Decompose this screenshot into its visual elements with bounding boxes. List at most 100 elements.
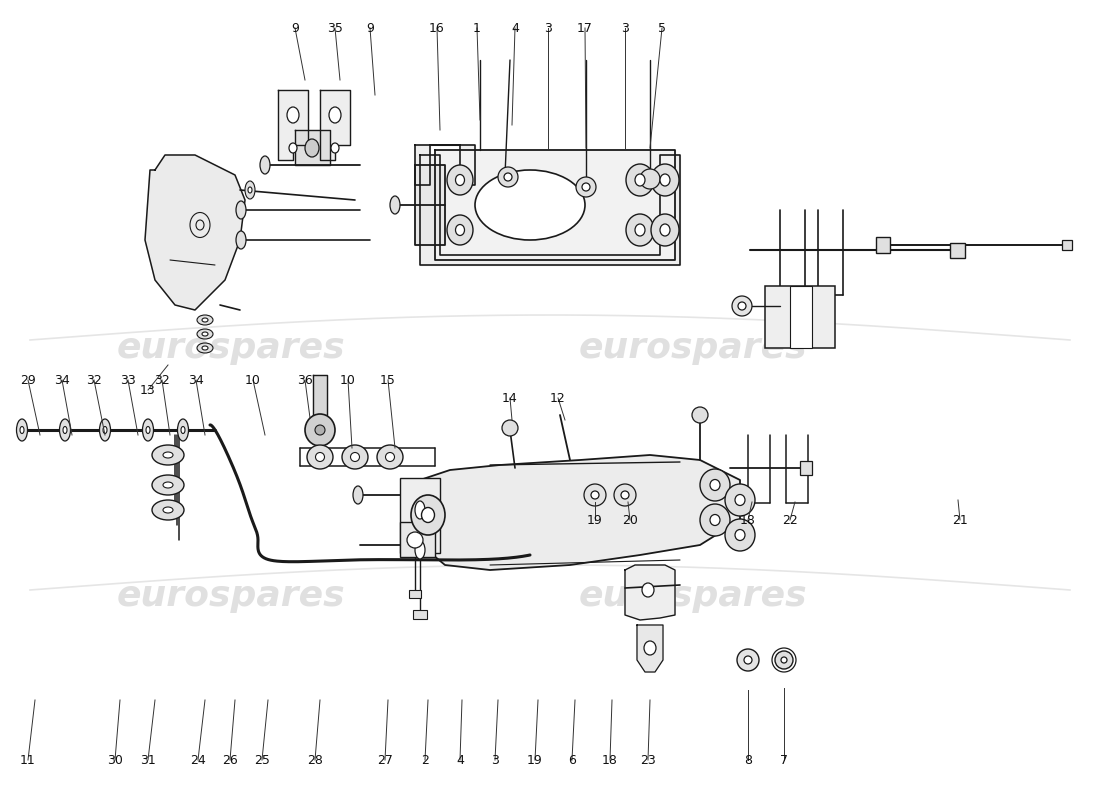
- Ellipse shape: [63, 426, 67, 434]
- Ellipse shape: [642, 583, 654, 597]
- Polygon shape: [434, 150, 675, 260]
- Ellipse shape: [725, 484, 755, 516]
- Text: 24: 24: [190, 754, 206, 766]
- Text: 34: 34: [188, 374, 204, 386]
- Text: 34: 34: [54, 374, 70, 386]
- Ellipse shape: [415, 541, 425, 559]
- Bar: [790, 286, 812, 348]
- Ellipse shape: [660, 224, 670, 236]
- Ellipse shape: [236, 231, 246, 249]
- Circle shape: [640, 169, 660, 189]
- Polygon shape: [320, 90, 350, 160]
- Ellipse shape: [163, 507, 173, 513]
- Text: 15: 15: [381, 374, 396, 386]
- Text: 22: 22: [782, 514, 797, 526]
- Ellipse shape: [316, 453, 324, 462]
- Text: 28: 28: [307, 754, 323, 766]
- Ellipse shape: [197, 343, 213, 353]
- Ellipse shape: [732, 296, 752, 316]
- Polygon shape: [314, 375, 327, 415]
- Ellipse shape: [614, 484, 636, 506]
- Polygon shape: [415, 455, 740, 570]
- Polygon shape: [415, 165, 446, 245]
- Ellipse shape: [305, 414, 336, 446]
- Ellipse shape: [621, 491, 629, 499]
- Ellipse shape: [390, 196, 400, 214]
- Text: 18: 18: [602, 754, 618, 766]
- Ellipse shape: [447, 165, 473, 195]
- Text: eurospares: eurospares: [117, 331, 345, 365]
- Text: 25: 25: [254, 754, 270, 766]
- Ellipse shape: [700, 469, 730, 501]
- Text: 3: 3: [491, 754, 499, 766]
- Ellipse shape: [143, 419, 154, 441]
- Ellipse shape: [163, 452, 173, 458]
- Ellipse shape: [776, 651, 793, 669]
- Bar: [764, 286, 835, 348]
- Text: 23: 23: [640, 754, 656, 766]
- Text: 13: 13: [140, 383, 156, 397]
- Text: 16: 16: [429, 22, 444, 34]
- Ellipse shape: [738, 302, 746, 310]
- Ellipse shape: [700, 504, 730, 536]
- Text: 4: 4: [512, 22, 519, 34]
- Ellipse shape: [245, 181, 255, 199]
- Ellipse shape: [421, 507, 434, 522]
- Ellipse shape: [635, 224, 645, 236]
- Text: 5: 5: [658, 22, 666, 34]
- Text: 35: 35: [327, 22, 343, 34]
- Ellipse shape: [99, 419, 110, 441]
- Circle shape: [502, 420, 518, 436]
- Text: 1: 1: [473, 22, 481, 34]
- Circle shape: [504, 173, 512, 181]
- Bar: [400, 478, 440, 553]
- Ellipse shape: [202, 318, 208, 322]
- Text: 6: 6: [568, 754, 576, 766]
- Text: 32: 32: [154, 374, 169, 386]
- Text: 10: 10: [245, 374, 261, 386]
- Text: 9: 9: [292, 22, 299, 34]
- Text: 33: 33: [120, 374, 136, 386]
- Ellipse shape: [315, 425, 324, 435]
- Polygon shape: [415, 145, 475, 185]
- Ellipse shape: [305, 139, 319, 157]
- Polygon shape: [420, 155, 680, 265]
- Bar: [950, 243, 965, 258]
- Ellipse shape: [651, 164, 679, 196]
- Text: eurospares: eurospares: [117, 579, 345, 613]
- Circle shape: [498, 167, 518, 187]
- Ellipse shape: [353, 486, 363, 504]
- Ellipse shape: [710, 514, 720, 526]
- Text: 17: 17: [578, 22, 593, 34]
- Circle shape: [576, 177, 596, 197]
- Bar: [876, 237, 890, 253]
- Ellipse shape: [385, 453, 395, 462]
- Ellipse shape: [287, 107, 299, 123]
- Ellipse shape: [260, 156, 270, 174]
- Ellipse shape: [342, 445, 369, 469]
- Polygon shape: [295, 130, 330, 165]
- Ellipse shape: [307, 445, 333, 469]
- Text: 21: 21: [953, 514, 968, 526]
- Ellipse shape: [177, 419, 188, 441]
- Bar: [400, 522, 434, 557]
- Ellipse shape: [744, 656, 752, 664]
- Text: 19: 19: [527, 754, 543, 766]
- Bar: [800, 461, 812, 475]
- Ellipse shape: [411, 495, 446, 535]
- Ellipse shape: [197, 315, 213, 325]
- Ellipse shape: [248, 187, 252, 193]
- Text: 27: 27: [377, 754, 393, 766]
- Ellipse shape: [737, 649, 759, 671]
- Ellipse shape: [289, 143, 297, 153]
- Ellipse shape: [735, 494, 745, 506]
- Ellipse shape: [236, 201, 246, 219]
- Ellipse shape: [626, 214, 654, 246]
- Text: 29: 29: [20, 374, 36, 386]
- Text: 4: 4: [456, 754, 464, 766]
- Text: 11: 11: [20, 754, 36, 766]
- Text: 10: 10: [340, 374, 356, 386]
- Ellipse shape: [735, 530, 745, 541]
- Ellipse shape: [59, 419, 70, 441]
- Ellipse shape: [407, 532, 424, 548]
